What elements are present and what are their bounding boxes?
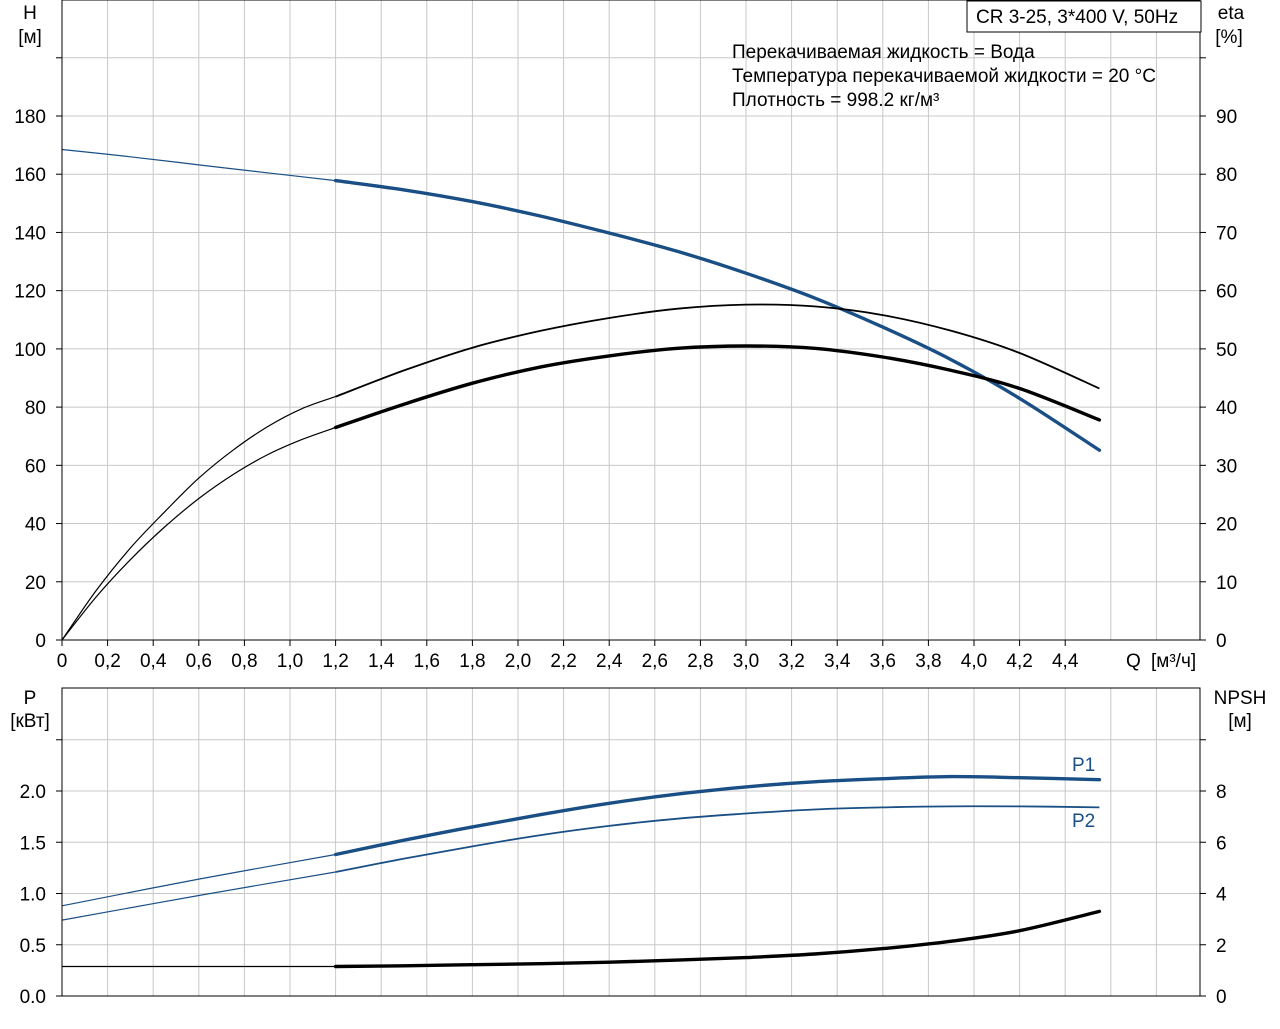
- npsh-tick-label: 4: [1216, 885, 1227, 906]
- x-tick-label: 1,2: [322, 651, 348, 672]
- series-H-extrapolated: [61, 148, 336, 182]
- y-left-tick-label: 120: [14, 282, 46, 303]
- density-info: Плотность = 998.2 кг/м³: [732, 90, 939, 111]
- npsh-axis-unit: [м]: [1228, 711, 1252, 732]
- y-right-tick-label: 90: [1216, 107, 1237, 128]
- npsh-tick-label: 6: [1216, 833, 1227, 854]
- y-left-tick-label: 140: [14, 223, 46, 244]
- y-right-tick-label: 50: [1216, 340, 1237, 361]
- y-right-tick-label: 20: [1216, 515, 1237, 536]
- y-left-tick-label: 0: [35, 631, 46, 652]
- x-tick-label: 0,2: [94, 651, 120, 672]
- series-P2-line: [335, 805, 1100, 873]
- x-tick-label: 0,6: [186, 651, 212, 672]
- x-tick-label: 3,4: [824, 651, 851, 672]
- y-left-tick-label: 100: [14, 340, 46, 361]
- y-right-tick-label: 0: [1216, 631, 1227, 652]
- axis-layer: [56, 0, 1206, 997]
- p-tick-label: 1.5: [20, 833, 46, 854]
- x-tick-label: 1,6: [414, 651, 440, 672]
- series-eta_upper-line: [335, 303, 1100, 398]
- x-tick-label: 0: [57, 651, 68, 672]
- p2-series-label: P2: [1072, 811, 1095, 832]
- p-axis-title: P: [24, 688, 37, 709]
- y-left-tick-label: 80: [25, 398, 46, 419]
- x-tick-label: 2,6: [642, 651, 668, 672]
- y-right-tick-label: 80: [1216, 165, 1237, 186]
- x-tick-label: 4,0: [961, 651, 987, 672]
- x-tick-label: 2,8: [687, 651, 713, 672]
- series-eta_lower-line: [333, 344, 1102, 430]
- x-tick-label: 0,8: [231, 651, 257, 672]
- series-P2-extrapolated: [61, 871, 336, 921]
- y-right-tick-label: 70: [1216, 223, 1237, 244]
- npsh-axis-title: NPSH: [1214, 688, 1267, 709]
- x-tick-label: 3,8: [915, 651, 941, 672]
- x-tick-label: 2,4: [596, 651, 623, 672]
- p-tick-label: 0.5: [20, 936, 46, 957]
- model-label-box: [966, 0, 1202, 33]
- y-left-tick-label: 160: [14, 165, 46, 186]
- series-eta_upper-extrapolated: [61, 396, 336, 641]
- series-NPSH-line: [333, 909, 1102, 969]
- top-plot-frame: [61, 0, 1201, 641]
- x-tick-label: 1,8: [459, 651, 485, 672]
- x-tick-label: 0,4: [140, 651, 167, 672]
- y-right-tick-label: 60: [1216, 282, 1237, 303]
- curve-layer: [61, 148, 1102, 969]
- y-right-tick-label: 10: [1216, 573, 1237, 594]
- series-P1-line: [333, 774, 1102, 857]
- series-H-line: [333, 178, 1102, 452]
- series-P1-extrapolated: [61, 853, 336, 907]
- y-left-tick-label: 40: [25, 515, 46, 536]
- x-tick-label: 3,0: [733, 651, 759, 672]
- y-right-tick-label: 30: [1216, 456, 1237, 477]
- y-right-tick-label: 40: [1216, 398, 1237, 419]
- x-tick-label: 1,4: [368, 651, 395, 672]
- p-tick-label: 0.0: [20, 987, 46, 1008]
- npsh-tick-label: 2: [1216, 936, 1227, 957]
- p-tick-label: 2.0: [20, 782, 46, 803]
- model-label: CR 3-25, 3*400 V, 50Hz: [976, 7, 1178, 28]
- y-left-tick-label: 60: [25, 456, 46, 477]
- x-tick-label: 3,2: [778, 651, 804, 672]
- label-layer: 0 0,2 0,4 0,6 0,8 1,0 1,2 1,4 1,6 1,8 2,0 2,2 2,4 2,6…: [14, 107, 1237, 1008]
- x-tick-label: 4,4: [1052, 651, 1079, 672]
- x-tick-label: 1,0: [277, 651, 303, 672]
- p1-series-label: P1: [1072, 755, 1095, 776]
- p-axis-unit: [кВт]: [10, 711, 50, 732]
- q-axis-unit: [м³/ч]: [1151, 651, 1196, 672]
- liquid-info: Перекачиваемая жидкость = Вода: [732, 42, 1035, 63]
- y-left-tick-label: 20: [25, 573, 46, 594]
- npsh-tick-label: 8: [1216, 782, 1227, 803]
- q-axis-title: Q: [1126, 651, 1141, 672]
- h-axis-unit: [м]: [18, 27, 42, 48]
- h-axis-title: H: [23, 3, 37, 24]
- x-tick-label: 3,6: [870, 651, 896, 672]
- temperature-info: Температура перекачиваемой жидкости = 20…: [732, 66, 1156, 87]
- x-tick-label: 2,0: [505, 651, 531, 672]
- x-tick-label: 4,2: [1006, 651, 1032, 672]
- eta-axis-title: eta: [1218, 3, 1245, 24]
- y-left-tick-label: 180: [14, 107, 46, 128]
- eta-axis-unit: [%]: [1215, 27, 1242, 48]
- grid-layer: [62, 0, 1200, 996]
- npsh-tick-label: 0: [1216, 987, 1227, 1008]
- p-tick-label: 1.0: [20, 885, 46, 906]
- series-eta_lower-extrapolated: [61, 426, 336, 641]
- x-tick-label: 2,2: [550, 651, 576, 672]
